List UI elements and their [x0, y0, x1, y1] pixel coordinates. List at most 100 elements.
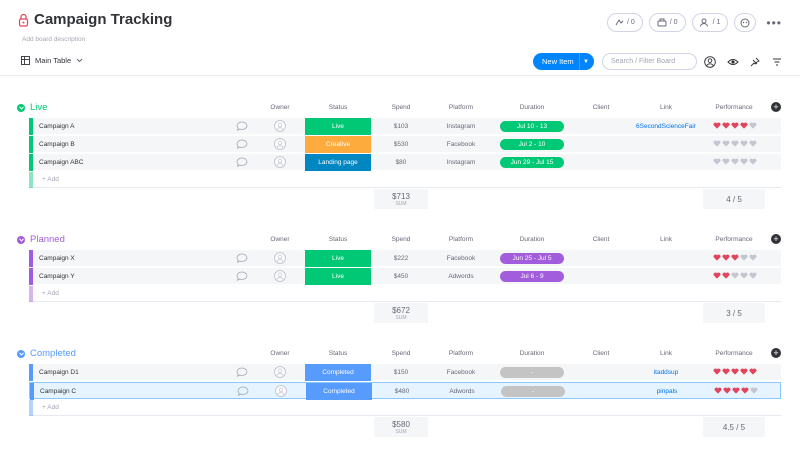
heart-empty-icon[interactable] — [750, 387, 758, 394]
platform-cell[interactable]: Facebook — [446, 141, 476, 148]
item-name[interactable]: Campaign C — [40, 388, 77, 395]
heart-empty-icon[interactable] — [749, 272, 757, 279]
item-name[interactable]: Campaign ABC — [39, 159, 84, 166]
owner-avatar[interactable] — [274, 120, 286, 132]
group-title[interactable]: Planned — [30, 234, 65, 245]
lock-icon[interactable] — [18, 13, 29, 27]
spend-cell[interactable]: $80 — [395, 159, 407, 166]
new-item-button[interactable]: New Item ▼ — [533, 53, 594, 70]
platform-cell[interactable]: Adwords — [449, 388, 475, 395]
heart-empty-icon[interactable] — [731, 158, 739, 165]
heart-filled-icon[interactable] — [731, 368, 739, 375]
heart-empty-icon[interactable] — [722, 158, 730, 165]
heart-filled-icon[interactable] — [722, 368, 730, 375]
add-item-input[interactable]: + Add — [42, 290, 59, 297]
column-header-platform[interactable]: Platform — [448, 236, 474, 243]
rating-hearts[interactable] — [713, 368, 757, 375]
automations-button[interactable] — [734, 13, 757, 32]
group-header[interactable]: Planned — [17, 234, 65, 245]
chat-bubble-icon[interactable] — [237, 386, 249, 397]
heart-filled-icon[interactable] — [740, 122, 748, 129]
view-selector[interactable]: Main Table — [21, 56, 83, 65]
platform-cell[interactable]: Instagram — [446, 159, 476, 166]
add-item-row[interactable]: + Add — [29, 400, 781, 416]
client-cell[interactable] — [572, 268, 630, 285]
chat-bubble-icon[interactable] — [236, 253, 248, 264]
add-item-row[interactable]: + Add — [29, 172, 781, 188]
spend-cell[interactable]: $103 — [393, 123, 409, 130]
platform-cell[interactable]: Instagram — [446, 123, 476, 130]
column-header-duration[interactable]: Duration — [519, 236, 545, 243]
board-description[interactable]: Add board description — [22, 36, 86, 43]
add-column-icon[interactable]: + — [771, 102, 781, 112]
add-column-icon[interactable]: + — [771, 348, 781, 358]
owner-avatar[interactable] — [274, 270, 286, 282]
timeline-bar[interactable]: Jun 29 - Jul 15 — [500, 157, 564, 168]
heart-filled-icon[interactable] — [722, 122, 730, 129]
heart-filled-icon[interactable] — [713, 122, 721, 129]
table-row[interactable]: Campaign D1 Completed $150 Facebook - itaddsu… — [29, 364, 781, 381]
owner-avatar[interactable] — [274, 252, 286, 264]
column-header-link[interactable]: Link — [660, 104, 672, 111]
heart-filled-icon[interactable] — [713, 368, 721, 375]
column-header-spend[interactable]: Spend — [391, 104, 411, 111]
status-cell[interactable]: Creative — [305, 136, 371, 153]
column-header-client[interactable]: Client — [592, 236, 610, 243]
heart-empty-icon[interactable] — [722, 140, 730, 147]
heart-filled-icon[interactable] — [749, 368, 757, 375]
client-cell[interactable] — [572, 250, 630, 267]
client-cell[interactable] — [572, 136, 630, 153]
chat-bubble-icon[interactable] — [236, 367, 248, 378]
collapse-chevron-icon[interactable] — [17, 349, 25, 358]
group-title[interactable]: Completed — [30, 348, 76, 359]
item-name[interactable]: Campaign A — [39, 123, 75, 130]
timeline-bar[interactable]: Jun 25 - Jul 5 — [500, 253, 564, 264]
link-cell[interactable]: itaddsup — [653, 369, 679, 376]
platform-cell[interactable]: Facebook — [446, 369, 476, 376]
heart-filled-icon[interactable] — [723, 387, 731, 394]
status-cell[interactable]: Live — [305, 118, 371, 135]
link-cell[interactable]: pinpals — [656, 388, 678, 395]
chat-bubble-icon[interactable] — [236, 157, 248, 168]
platform-cell[interactable]: Adwords — [448, 273, 474, 280]
heart-empty-icon[interactable] — [749, 140, 757, 147]
integrations-button[interactable]: / 0 — [648, 13, 686, 32]
add-item-input[interactable]: + Add — [42, 404, 59, 411]
column-header-link[interactable]: Link — [660, 236, 672, 243]
add-item-row[interactable]: + Add — [29, 286, 781, 302]
timeline-bar[interactable]: Jul 10 - 13 — [500, 121, 564, 132]
column-header-status[interactable]: Status — [328, 236, 348, 243]
status-cell[interactable]: Completed — [306, 383, 372, 400]
chat-bubble-icon[interactable] — [236, 271, 248, 282]
add-column-icon[interactable]: + — [771, 234, 781, 244]
column-header-owner[interactable]: Owner — [270, 236, 290, 243]
column-header-client[interactable]: Client — [592, 104, 610, 111]
heart-filled-icon[interactable] — [731, 122, 739, 129]
heart-empty-icon[interactable] — [749, 254, 757, 261]
owner-avatar[interactable] — [274, 366, 286, 378]
link-cell[interactable] — [630, 268, 702, 285]
collapse-chevron-icon[interactable] — [17, 103, 25, 112]
item-name[interactable]: Campaign X — [39, 255, 75, 262]
heart-empty-icon[interactable] — [731, 140, 739, 147]
item-name[interactable]: Campaign B — [39, 141, 75, 148]
table-row[interactable]: Campaign Y Live $450 Adwords Jul 6 - 9 — [29, 268, 781, 285]
link-cell[interactable]: 6SecondScienceFair — [636, 123, 696, 130]
platform-cell[interactable]: Facebook — [446, 255, 476, 262]
client-cell[interactable] — [572, 364, 630, 381]
column-header-status[interactable]: Status — [328, 104, 348, 111]
table-row[interactable]: Campaign X Live $222 Facebook Jun 25 - Jul 5 — [29, 250, 781, 267]
person-filter-icon[interactable] — [704, 56, 716, 68]
board-title[interactable]: Campaign Tracking — [34, 11, 173, 28]
owner-avatar[interactable] — [274, 138, 286, 150]
heart-filled-icon[interactable] — [740, 368, 748, 375]
heart-filled-icon[interactable] — [713, 272, 721, 279]
chevron-down-icon[interactable]: ▼ — [583, 58, 589, 65]
timeline-bar[interactable]: Jul 6 - 9 — [500, 271, 564, 282]
spend-cell[interactable]: $150 — [393, 369, 409, 376]
column-header-duration[interactable]: Duration — [519, 350, 545, 357]
heart-empty-icon[interactable] — [740, 140, 748, 147]
client-cell[interactable] — [572, 154, 630, 171]
column-header-link[interactable]: Link — [660, 350, 672, 357]
owner-avatar[interactable] — [274, 156, 286, 168]
